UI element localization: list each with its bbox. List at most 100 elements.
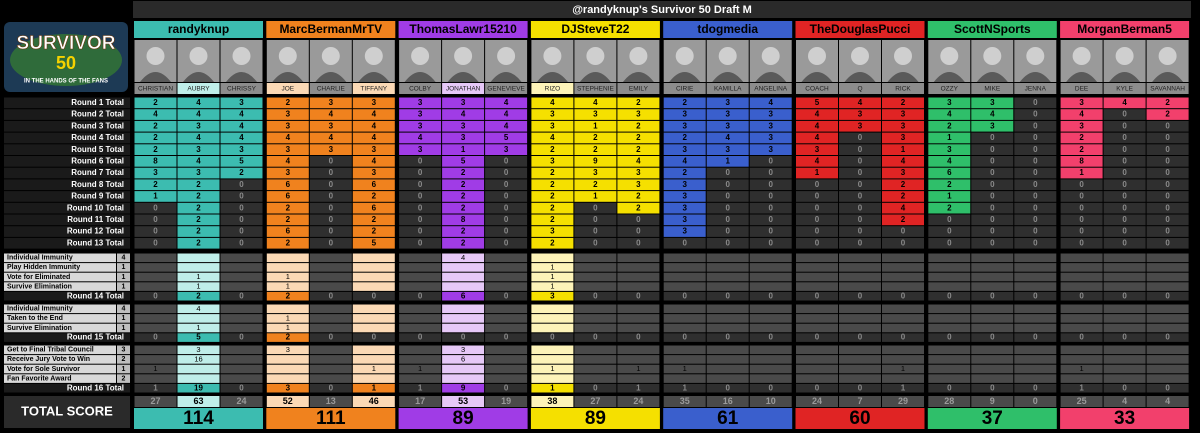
score: 0 (725, 203, 730, 212)
bonus-cell (177, 355, 220, 364)
bonus-cell (928, 272, 971, 282)
score-cell (663, 132, 706, 144)
score-cell (882, 109, 924, 120)
bonus-cell (1103, 272, 1146, 282)
score-cell (796, 202, 838, 214)
score: 0 (858, 168, 863, 177)
score-cell (177, 191, 220, 202)
score: 0 (504, 168, 509, 177)
score-cell (971, 132, 1014, 144)
section-total: 0 (725, 333, 730, 342)
score-cell (1103, 237, 1146, 249)
photo-body (358, 72, 390, 82)
bonus-cell (442, 374, 485, 383)
score: 0 (1033, 145, 1038, 154)
score: 0 (418, 156, 423, 165)
bonus-cell (134, 253, 177, 263)
player-name: GENEVIEVE (487, 86, 525, 93)
scoring-label: Play Hidden Immunity (7, 264, 80, 271)
section-total: 0 (990, 383, 995, 392)
score-cell (442, 226, 485, 237)
score-cell (574, 144, 617, 155)
label-cell (4, 345, 116, 355)
team-total-cell (795, 408, 925, 429)
player-total: 19 (501, 396, 511, 406)
scoring-points: 2 (122, 356, 126, 363)
score: 0 (504, 215, 509, 224)
bonus-cell (1060, 345, 1103, 355)
scoring-label: Individual Immunity (7, 255, 73, 262)
score-cell (134, 97, 177, 109)
bonus-cell (706, 355, 749, 364)
score-cell (1103, 226, 1146, 237)
scoring-label: Vote for Sole Survivor (7, 366, 80, 373)
section-total-cell (1146, 383, 1189, 393)
score-cell (706, 97, 749, 109)
section-total-cell (1014, 383, 1057, 393)
bonus-cell (928, 323, 971, 333)
bonus-cell (399, 314, 442, 323)
bonus-cell (1146, 364, 1189, 374)
bonus-cell (971, 304, 1014, 314)
section-total: 2 (196, 291, 201, 300)
bonus-cell (574, 374, 617, 383)
section-total: 0 (768, 291, 773, 300)
score-cell (1014, 237, 1057, 249)
bonus-cell (971, 355, 1014, 364)
score-cell (134, 167, 177, 179)
score: 4 (504, 110, 509, 119)
photo-head (146, 47, 165, 65)
bonus-cell (1146, 304, 1189, 314)
score-cell (971, 120, 1014, 132)
score-cell (928, 167, 971, 179)
score-cell (1060, 144, 1103, 155)
bonus-cell (663, 314, 706, 323)
score: 3 (990, 98, 995, 107)
photo-head (983, 47, 1002, 65)
bonus-cell (531, 304, 574, 314)
score-cell (220, 144, 263, 155)
bonus-cell (749, 253, 792, 263)
team-name: MarcBermanMrTV (279, 22, 382, 36)
bonus-cell (266, 364, 309, 374)
score-cell (706, 179, 749, 191)
photo-head (321, 47, 340, 65)
score: 2 (196, 192, 201, 201)
score-cell (663, 109, 706, 120)
bonus-cell (971, 263, 1014, 272)
label-cell (4, 355, 116, 364)
section-total-cell (663, 333, 706, 342)
score: 1 (815, 168, 820, 177)
bonus-cell (1103, 263, 1146, 272)
score: 2 (550, 168, 555, 177)
logo-tagline: IN THE HANDS OF THE FANS (24, 79, 108, 85)
bonus-cell (663, 263, 706, 272)
title-bar (133, 1, 1191, 18)
label-cell (4, 383, 130, 393)
bonus-cell (1103, 314, 1146, 323)
photo-head (851, 47, 869, 65)
score-cell (749, 132, 792, 144)
bonus-cell (882, 314, 924, 323)
bonus: 1 (901, 364, 905, 373)
bonus-cell (442, 364, 485, 374)
round-label: Round 7 Total (71, 168, 124, 177)
bonus-cell (574, 355, 617, 364)
score-cell (134, 214, 177, 226)
player-total-cell (266, 396, 309, 407)
section-total: 0 (1165, 291, 1170, 300)
bonus-cell (399, 253, 442, 263)
score: 4 (239, 110, 244, 119)
team-total-cell (530, 408, 660, 429)
round-label: Round 13 Total (67, 238, 124, 247)
section-total: 0 (239, 291, 244, 300)
player-name-cell (617, 83, 660, 94)
score-cell (749, 167, 792, 179)
score: 0 (1165, 121, 1170, 130)
player-name: DEE (1075, 86, 1089, 93)
score: 4 (329, 110, 334, 119)
bonus-cell (574, 272, 617, 282)
score-cell (134, 132, 177, 144)
score-cell (177, 237, 220, 249)
points-cell (117, 282, 130, 291)
